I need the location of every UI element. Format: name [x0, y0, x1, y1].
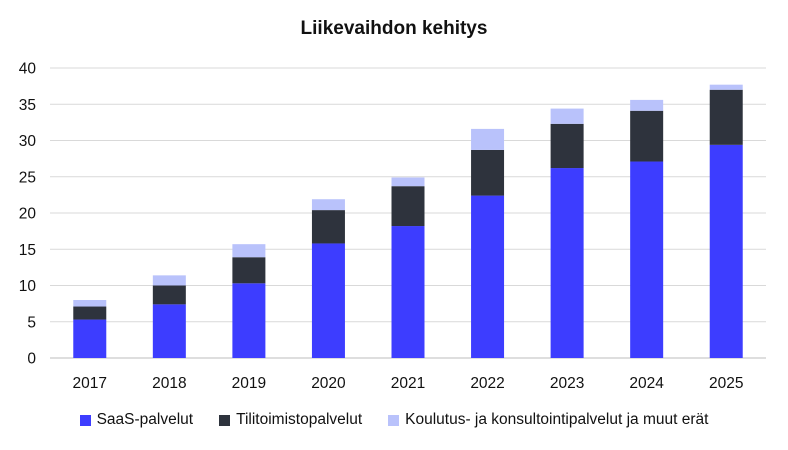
legend-item: Koulutus- ja konsultointipalvelut ja muu… — [388, 411, 708, 429]
bar-segment-1 — [709, 144, 743, 358]
bar-segment-1 — [550, 168, 584, 358]
chart-title: Liikevaihdon kehitys — [300, 18, 488, 39]
legend-label: Koulutus- ja konsultointipalvelut ja muu… — [405, 411, 709, 428]
y-axis: 0 5 10 15 20 25 30 35 40 — [19, 61, 37, 368]
bar-segment-3 — [709, 84, 743, 90]
bars — [73, 84, 743, 358]
bar-segment-1 — [471, 195, 505, 358]
bar-segment-3 — [152, 275, 186, 286]
y-tick-label: 0 — [27, 351, 36, 368]
legend-swatch — [388, 414, 400, 426]
x-tick-label: 2020 — [311, 375, 346, 392]
y-tick-label: 15 — [19, 242, 36, 259]
x-tick-label: 2018 — [152, 375, 186, 392]
legend-item: SaaS-palvelut — [79, 411, 194, 429]
bar-segment-1 — [73, 319, 107, 358]
y-tick-label: 10 — [19, 278, 37, 295]
bar-segment-3 — [232, 244, 266, 258]
bar-segment-2 — [471, 149, 505, 196]
x-tick-label: 2024 — [629, 375, 664, 392]
y-tick-label: 40 — [19, 61, 37, 78]
x-tick-label: 2019 — [232, 375, 266, 392]
x-tick-label: 2017 — [73, 375, 107, 392]
bar-segment-3 — [311, 199, 345, 211]
x-tick-label: 2025 — [709, 375, 743, 392]
bar-segment-2 — [311, 210, 345, 244]
y-tick-label: 20 — [19, 206, 37, 223]
y-tick-label: 30 — [19, 133, 37, 150]
x-axis: 2017 2018 2019 2020 2021 2022 2023 2024 2025 — [73, 375, 744, 392]
bar-segment-2 — [73, 306, 107, 320]
legend-label: SaaS-palvelut — [96, 411, 194, 428]
bar-segment-2 — [232, 257, 266, 284]
bar-segment-3 — [630, 99, 664, 111]
x-tick-label: 2023 — [550, 375, 584, 392]
bar-segment-2 — [391, 186, 425, 227]
bar-segment-1 — [630, 161, 664, 358]
bar-segment-2 — [550, 123, 584, 169]
y-tick-label: 35 — [19, 97, 36, 114]
bar-segment-1 — [391, 226, 425, 358]
bar-segment-2 — [152, 285, 186, 305]
x-tick-label: 2021 — [391, 375, 425, 392]
bar-segment-1 — [311, 243, 345, 358]
legend: SaaS-palvelut Tilitoimistopalvelut Koulutu… — [0, 411, 788, 429]
bar-segment-1 — [232, 283, 266, 358]
bar-segment-3 — [471, 128, 505, 150]
bar-segment-3 — [391, 177, 425, 187]
bar-segment-2 — [709, 89, 743, 145]
y-tick-label: 5 — [27, 314, 36, 331]
legend-label: Tilitoimistopalvelut — [236, 411, 363, 428]
x-tick-label: 2022 — [470, 375, 504, 392]
legend-swatch — [219, 414, 231, 426]
bar-segment-3 — [550, 108, 584, 124]
bar-segment-1 — [152, 304, 186, 358]
legend-swatch — [79, 414, 91, 426]
y-tick-label: 25 — [19, 169, 36, 186]
bar-segment-2 — [630, 110, 664, 162]
legend-item: Tilitoimistopalvelut — [219, 411, 362, 429]
bar-segment-3 — [73, 300, 107, 307]
